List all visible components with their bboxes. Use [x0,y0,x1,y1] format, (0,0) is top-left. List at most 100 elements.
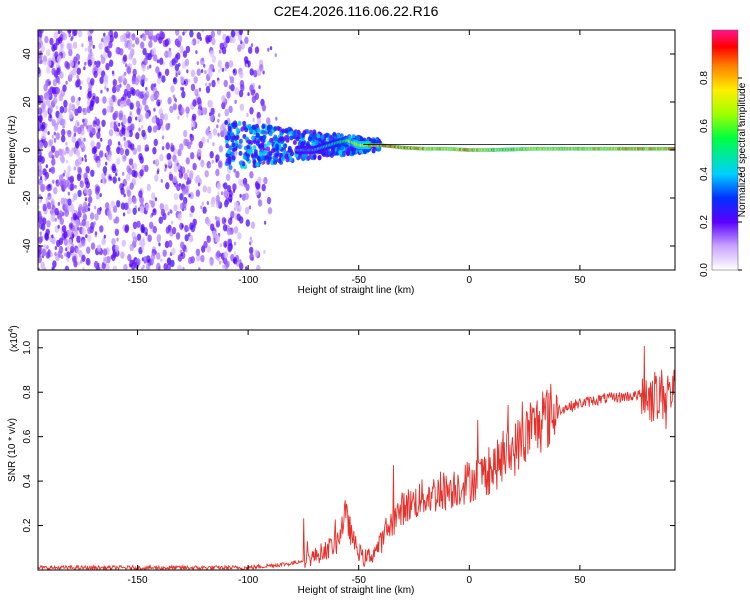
heat-cell [107,138,113,147]
heat-cell [280,156,285,162]
heat-cell [186,141,192,150]
heat-cell [180,86,183,91]
heat-cell [216,182,222,190]
heat-cell [269,46,273,51]
heat-cell [137,207,141,212]
heat-cell [165,142,170,150]
colorbar-axis: 0.0 0.2 0.4 0.6 0.8 [699,71,742,277]
heat-cell [206,201,210,205]
heat-cell [249,246,254,255]
heat-cell [47,192,52,201]
heat-cell [123,140,129,148]
heat-cell [231,155,236,161]
heat-cell [57,224,60,229]
heat-cell [144,104,149,113]
heat-cell [181,224,184,229]
heat-cell [66,42,71,50]
heat-cell [292,140,297,145]
heat-cell [170,220,174,225]
heat-cell [127,167,133,175]
heat-cell [78,96,81,101]
heat-cell [38,154,43,163]
heat-cell [212,230,217,239]
heat-cell [180,76,183,81]
heat-cell [45,197,48,202]
heat-cell [197,108,202,117]
heat-cell [166,257,172,265]
colorbar-tick-label: 0.0 [699,263,710,277]
heat-cell [77,166,80,171]
heat-cell [312,129,317,135]
y-tick-label: -20 [22,190,33,205]
heat-cell [166,153,172,161]
heat-cell [257,199,263,207]
heat-cell [122,171,125,176]
snr-scale-suffix: ) [9,325,20,328]
heat-cell [45,251,51,259]
x-tick-label: -150 [128,575,148,586]
heat-cell [93,260,99,269]
heat-cell [129,111,132,116]
heat-cell [102,96,107,104]
heat-cell [222,264,225,269]
heat-cell [184,58,190,67]
heat-cell [237,44,242,52]
heat-cell [287,126,292,132]
heat-cell [68,103,73,111]
heat-cell [73,56,78,64]
heat-cell [233,241,237,246]
heat-cell [139,206,145,214]
heat-cell [238,30,243,36]
colorbar-tick-label: 0.8 [699,71,710,85]
heat-cell [222,128,228,136]
heat-cell [224,120,229,125]
heat-cell [158,266,161,270]
heat-cell [163,113,169,121]
heat-cell [209,63,214,72]
heat-cell [63,252,67,257]
heat-cell [105,152,109,156]
heat-cell [95,185,101,193]
heat-cell [76,67,82,76]
heat-cell [226,149,231,155]
heat-cell [69,70,74,79]
heat-cell [208,131,213,140]
heat-cell [257,176,262,185]
heat-cell [164,167,167,172]
heat-cell [56,67,61,75]
heat-cell [119,100,125,108]
heat-cell [171,247,176,256]
heat-cell [126,189,132,198]
heat-cell [59,174,64,182]
heat-cell [266,117,271,125]
heat-cell [68,204,74,213]
heat-cell [89,30,94,34]
heat-cell [256,68,262,77]
heat-cell [246,113,249,117]
heat-cell [182,187,187,195]
heat-cell [242,154,247,160]
heat-cell [38,169,43,177]
heat-cell [142,33,147,41]
heat-cell [58,148,63,156]
heat-cell [84,154,87,159]
heat-cell [156,252,161,260]
heat-cell [277,158,282,164]
heat-cell [139,196,145,205]
heat-cell [212,142,215,147]
heat-cell [144,30,149,36]
spectrogram-axes: -150 -100 -50 0 50 -40 -20 0 20 40 [22,30,675,286]
heat-cell [246,145,251,150]
heat-cell [356,135,361,141]
heat-cell [39,198,43,203]
heat-cell [158,118,163,127]
heat-cell [44,177,47,181]
heat-cell [136,144,142,153]
heat-cell [142,237,145,242]
heat-cell [154,197,158,202]
y-tick-label: -40 [22,238,33,253]
heat-cell [158,216,163,224]
heat-cell [191,113,197,122]
heat-cell [71,147,74,152]
heat-cell [65,213,69,218]
